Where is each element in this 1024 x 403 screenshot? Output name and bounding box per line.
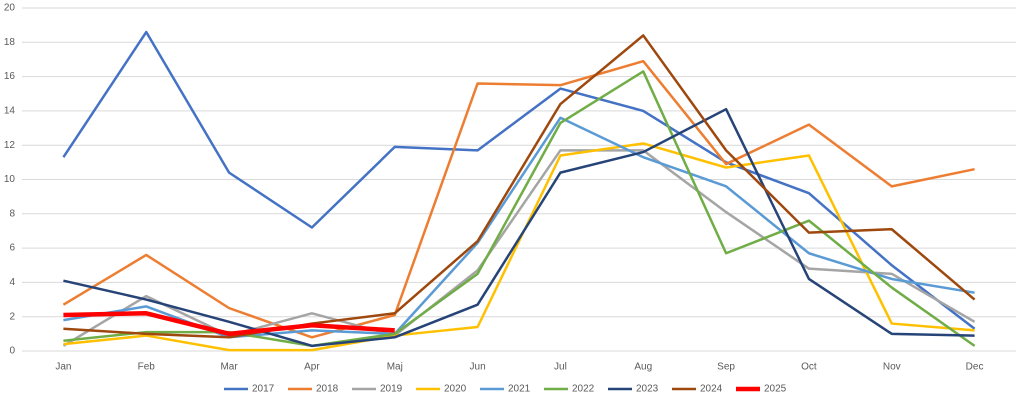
y-tick-label: 2	[9, 311, 15, 322]
x-tick-label: Apr	[304, 362, 320, 373]
y-tick-label: 8	[9, 208, 15, 219]
x-tick-label: Aug	[634, 362, 652, 373]
legend-label: 2018	[316, 384, 339, 395]
y-tick-label: 12	[4, 140, 16, 151]
x-tick-label: Jun	[470, 362, 486, 373]
y-tick-label: 6	[9, 243, 15, 254]
y-tick-label: 18	[4, 37, 16, 48]
x-tick-label: Feb	[138, 362, 156, 373]
y-tick-label: 4	[9, 277, 15, 288]
legend-label: 2020	[444, 384, 467, 395]
y-tick-label: 0	[9, 346, 15, 357]
legend-label: 2025	[764, 384, 787, 395]
series-line	[62, 59, 975, 339]
series-line	[63, 34, 976, 339]
y-tick-label: 14	[4, 106, 16, 117]
series-line	[63, 142, 975, 352]
legend-label: 2017	[252, 384, 275, 395]
x-tick-label: Dec	[966, 362, 984, 373]
x-tick-label: Jul	[554, 362, 567, 373]
x-tick-label: Nov	[883, 362, 901, 373]
y-tick-label: 20	[4, 3, 16, 14]
legend-label: 2022	[572, 384, 595, 395]
x-tick-label: Maj	[387, 362, 403, 373]
y-tick-label: 10	[4, 174, 16, 185]
legend-label: 2021	[508, 384, 531, 395]
series-line	[62, 30, 976, 330]
legend-label: 2019	[380, 384, 403, 395]
legend-label: 2023	[636, 384, 659, 395]
x-tick-label: Jan	[55, 362, 71, 373]
x-tick-label: Sep	[717, 362, 735, 373]
x-tick-label: Oct	[801, 362, 817, 373]
x-tick-label: Mar	[220, 362, 238, 373]
series-line	[63, 116, 975, 339]
y-tick-label: 16	[4, 71, 16, 82]
legend-label: 2024	[700, 384, 723, 395]
series-line	[63, 107, 975, 348]
series-line	[63, 311, 395, 337]
